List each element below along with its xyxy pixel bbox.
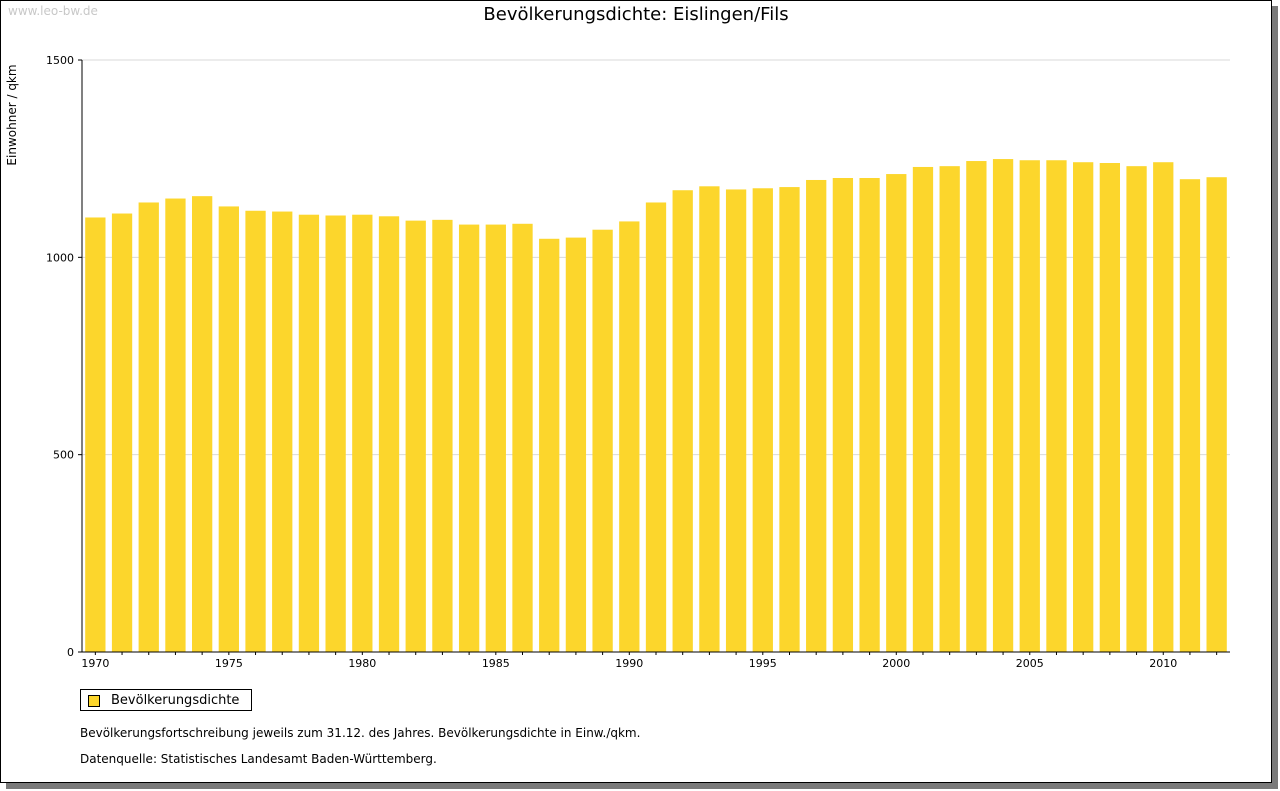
bar [405,220,426,652]
bar [1073,162,1094,652]
bar [699,186,720,652]
watermark: www.leo-bw.de [8,4,98,18]
bar [138,202,159,652]
footnote-source: Datenquelle: Statistisches Landesamt Bad… [80,752,437,766]
bar [485,224,506,653]
bar-chart: 0 500 1000 1500 1970 1975 1980 1985 1990 1995 2000… [5,54,1230,670]
bar [565,237,587,652]
bar [85,217,106,653]
bar [806,179,827,652]
x-tick-label: 1980 [348,657,376,670]
x-tick-label: 1970 [81,657,109,670]
bar [298,214,320,652]
bar [645,202,667,652]
bar [325,215,346,653]
bar [245,210,266,652]
bar [1206,177,1227,652]
bar [992,159,1014,652]
x-tick-label: 2000 [882,657,910,670]
y-tick-label: 1500 [46,54,74,67]
x-tick-label: 1985 [482,657,510,670]
bar [1099,163,1121,652]
bar [539,238,560,652]
legend-label: Bevölkerungsdichte [111,693,240,708]
y-tick-label: 0 [67,646,74,659]
bar [165,198,186,652]
bar [512,223,533,652]
bar [458,224,480,653]
bar [1126,166,1147,652]
bar [1153,162,1174,652]
bar [218,206,239,652]
frame-shadow-bottom [6,783,1278,789]
bar [752,188,773,652]
bar [859,178,880,652]
x-tick-label: 1975 [215,657,243,670]
legend: Bevölkerungsdichte [80,689,252,711]
x-tick-label: 1990 [615,657,643,670]
bar [432,219,453,652]
bar [1046,160,1067,652]
bar [939,166,960,652]
bar [779,187,800,652]
bar [672,190,693,653]
legend-swatch [88,695,100,707]
x-tick-label: 2010 [1149,657,1177,670]
bar [886,174,907,653]
y-axis-label: Einwohner / qkm [5,64,19,165]
bar [592,229,613,652]
chart-title: Bevölkerungsdichte: Eislingen/Fils [483,4,789,25]
bar [272,211,293,652]
bar [352,214,373,652]
y-tick-label: 1000 [46,251,74,264]
bar [966,161,987,652]
bar [1179,179,1201,652]
frame-shadow-right [1272,6,1278,787]
x-tick-label: 1995 [749,657,777,670]
bar [725,189,747,652]
bar [619,221,640,652]
y-tick-label: 500 [53,449,74,462]
footnote-method: Bevölkerungsfortschreibung jeweils zum 3… [80,726,641,740]
bar [1019,160,1040,652]
bar [832,178,854,652]
bar [191,196,213,652]
x-tick-label: 2005 [1016,657,1044,670]
bar [912,166,934,653]
bar [378,216,400,652]
bar [111,213,133,652]
